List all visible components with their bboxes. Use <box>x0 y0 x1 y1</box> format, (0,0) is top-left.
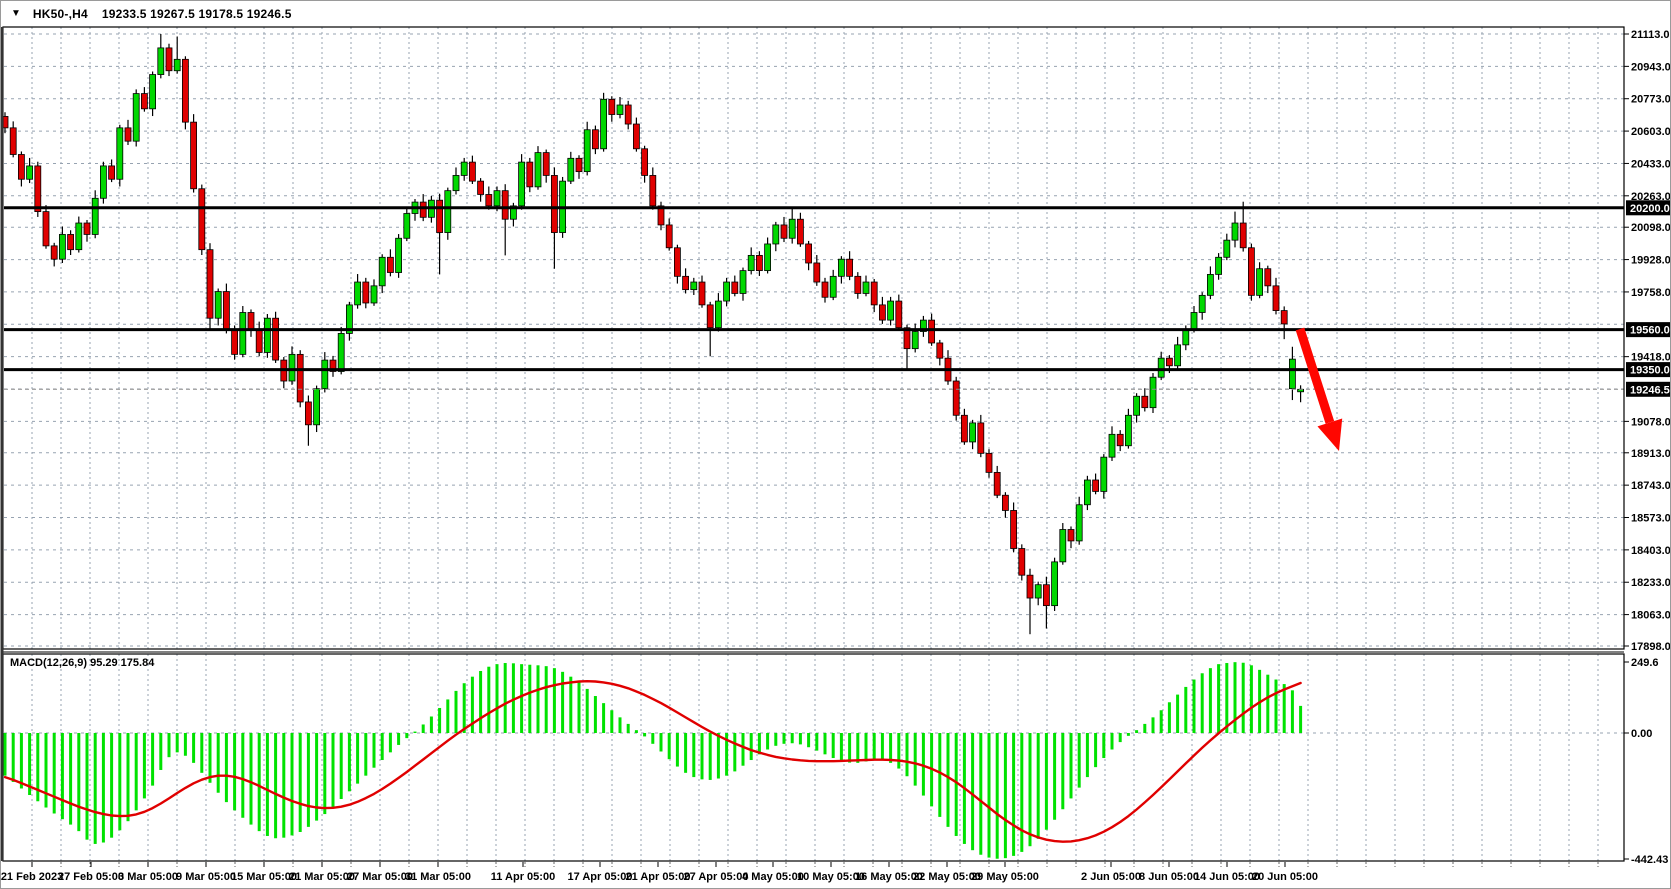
down-arrow-annotation <box>1295 327 1343 451</box>
svg-text:10 May 05:00: 10 May 05:00 <box>797 871 865 883</box>
svg-text:27 Mar 05:00: 27 Mar 05:00 <box>347 871 413 883</box>
svg-text:20603.0: 20603.0 <box>1631 126 1671 138</box>
svg-text:18403.0: 18403.0 <box>1631 545 1671 557</box>
svg-text:18063.0: 18063.0 <box>1631 610 1671 622</box>
svg-text:20263.0: 20263.0 <box>1631 191 1671 203</box>
ohlc-quote-label: 19233.5 19267.5 19178.5 19246.5 <box>101 6 292 21</box>
svg-text:17 Apr 05:00: 17 Apr 05:00 <box>567 871 632 883</box>
svg-text:21 Apr 05:00: 21 Apr 05:00 <box>625 871 690 883</box>
chart-title-bar: ▼ HK50-,H4 19233.5 19267.5 19178.5 19246… <box>1 1 1670 26</box>
svg-text:19418.0: 19418.0 <box>1631 352 1671 364</box>
svg-text:11 Apr 05:00: 11 Apr 05:00 <box>491 871 555 883</box>
svg-text:2 Jun 05:00: 2 Jun 05:00 <box>1081 871 1141 883</box>
svg-text:19350.0: 19350.0 <box>1630 365 1670 377</box>
symbol-period-label: HK50-,H4 <box>32 6 88 21</box>
svg-text:21113.0: 21113.0 <box>1631 29 1670 41</box>
svg-text:21 Feb 2023: 21 Feb 2023 <box>1 871 63 883</box>
svg-text:22 May 05:00: 22 May 05:00 <box>913 871 981 883</box>
svg-text:21 Mar 05:00: 21 Mar 05:00 <box>289 871 355 883</box>
svg-text:20433.0: 20433.0 <box>1631 158 1671 170</box>
svg-text:17898.0: 17898.0 <box>1631 641 1671 653</box>
grid-lines <box>4 27 1624 867</box>
svg-text:20098.0: 20098.0 <box>1631 222 1671 234</box>
svg-text:14 Jun 05:00: 14 Jun 05:00 <box>1194 871 1260 883</box>
macd-histogram <box>3 662 1303 859</box>
macd-signal-line <box>3 680 1302 843</box>
svg-text:27 Feb 05:00: 27 Feb 05:00 <box>58 871 124 883</box>
svg-text:0.00: 0.00 <box>1631 728 1652 740</box>
support-resistance-lines <box>4 206 1624 372</box>
svg-text:15 Mar 05:00: 15 Mar 05:00 <box>231 871 297 883</box>
svg-text:18743.0: 18743.0 <box>1631 480 1671 492</box>
svg-text:19928.0: 19928.0 <box>1631 255 1671 267</box>
collapse-triangle-icon[interactable]: ▼ <box>11 8 21 19</box>
svg-text:18233.0: 18233.0 <box>1631 577 1671 589</box>
svg-text:19758.0: 19758.0 <box>1631 287 1671 299</box>
svg-text:249.6: 249.6 <box>1631 657 1659 669</box>
panel-borders <box>1 26 1625 862</box>
svg-text:20773.0: 20773.0 <box>1631 94 1671 106</box>
svg-text:19246.5: 19246.5 <box>1630 384 1670 396</box>
svg-text:19560.0: 19560.0 <box>1630 325 1670 337</box>
svg-text:19078.0: 19078.0 <box>1631 416 1671 428</box>
svg-text:18913.0: 18913.0 <box>1631 448 1671 460</box>
macd-axis-labels: 249.6 0.00 -442.43 <box>1624 657 1668 866</box>
svg-text:20 Jun 05:00: 20 Jun 05:00 <box>1252 871 1318 883</box>
svg-text:4 May 05:00: 4 May 05:00 <box>742 871 804 883</box>
candlesticks <box>1 34 1304 635</box>
svg-text:3 Mar 05:00: 3 Mar 05:00 <box>118 871 178 883</box>
svg-text:20200.0: 20200.0 <box>1630 203 1670 215</box>
svg-text:9 Mar 05:00: 9 Mar 05:00 <box>176 871 236 883</box>
svg-text:27 Apr 05:00: 27 Apr 05:00 <box>683 871 748 883</box>
svg-text:20943.0: 20943.0 <box>1631 61 1671 73</box>
macd-indicator-label: MACD(12,26,9) 95.29 175.84 <box>10 657 155 669</box>
price-axis-labels: 21113.0 20943.0 20773.0 20603.0 20433.0 20263… <box>1624 29 1671 653</box>
svg-text:8 Jun 05:00: 8 Jun 05:00 <box>1139 871 1199 883</box>
svg-text:16 May 05:00: 16 May 05:00 <box>855 871 923 883</box>
price-tags: 20200.0 19560.0 19350.0 19246.5 <box>1626 200 1670 397</box>
svg-text:18573.0: 18573.0 <box>1631 513 1671 525</box>
svg-text:31 Mar 05:00: 31 Mar 05:00 <box>405 871 471 883</box>
svg-text:-442.43: -442.43 <box>1631 854 1668 866</box>
svg-text:29 May 05:00: 29 May 05:00 <box>971 871 1039 883</box>
